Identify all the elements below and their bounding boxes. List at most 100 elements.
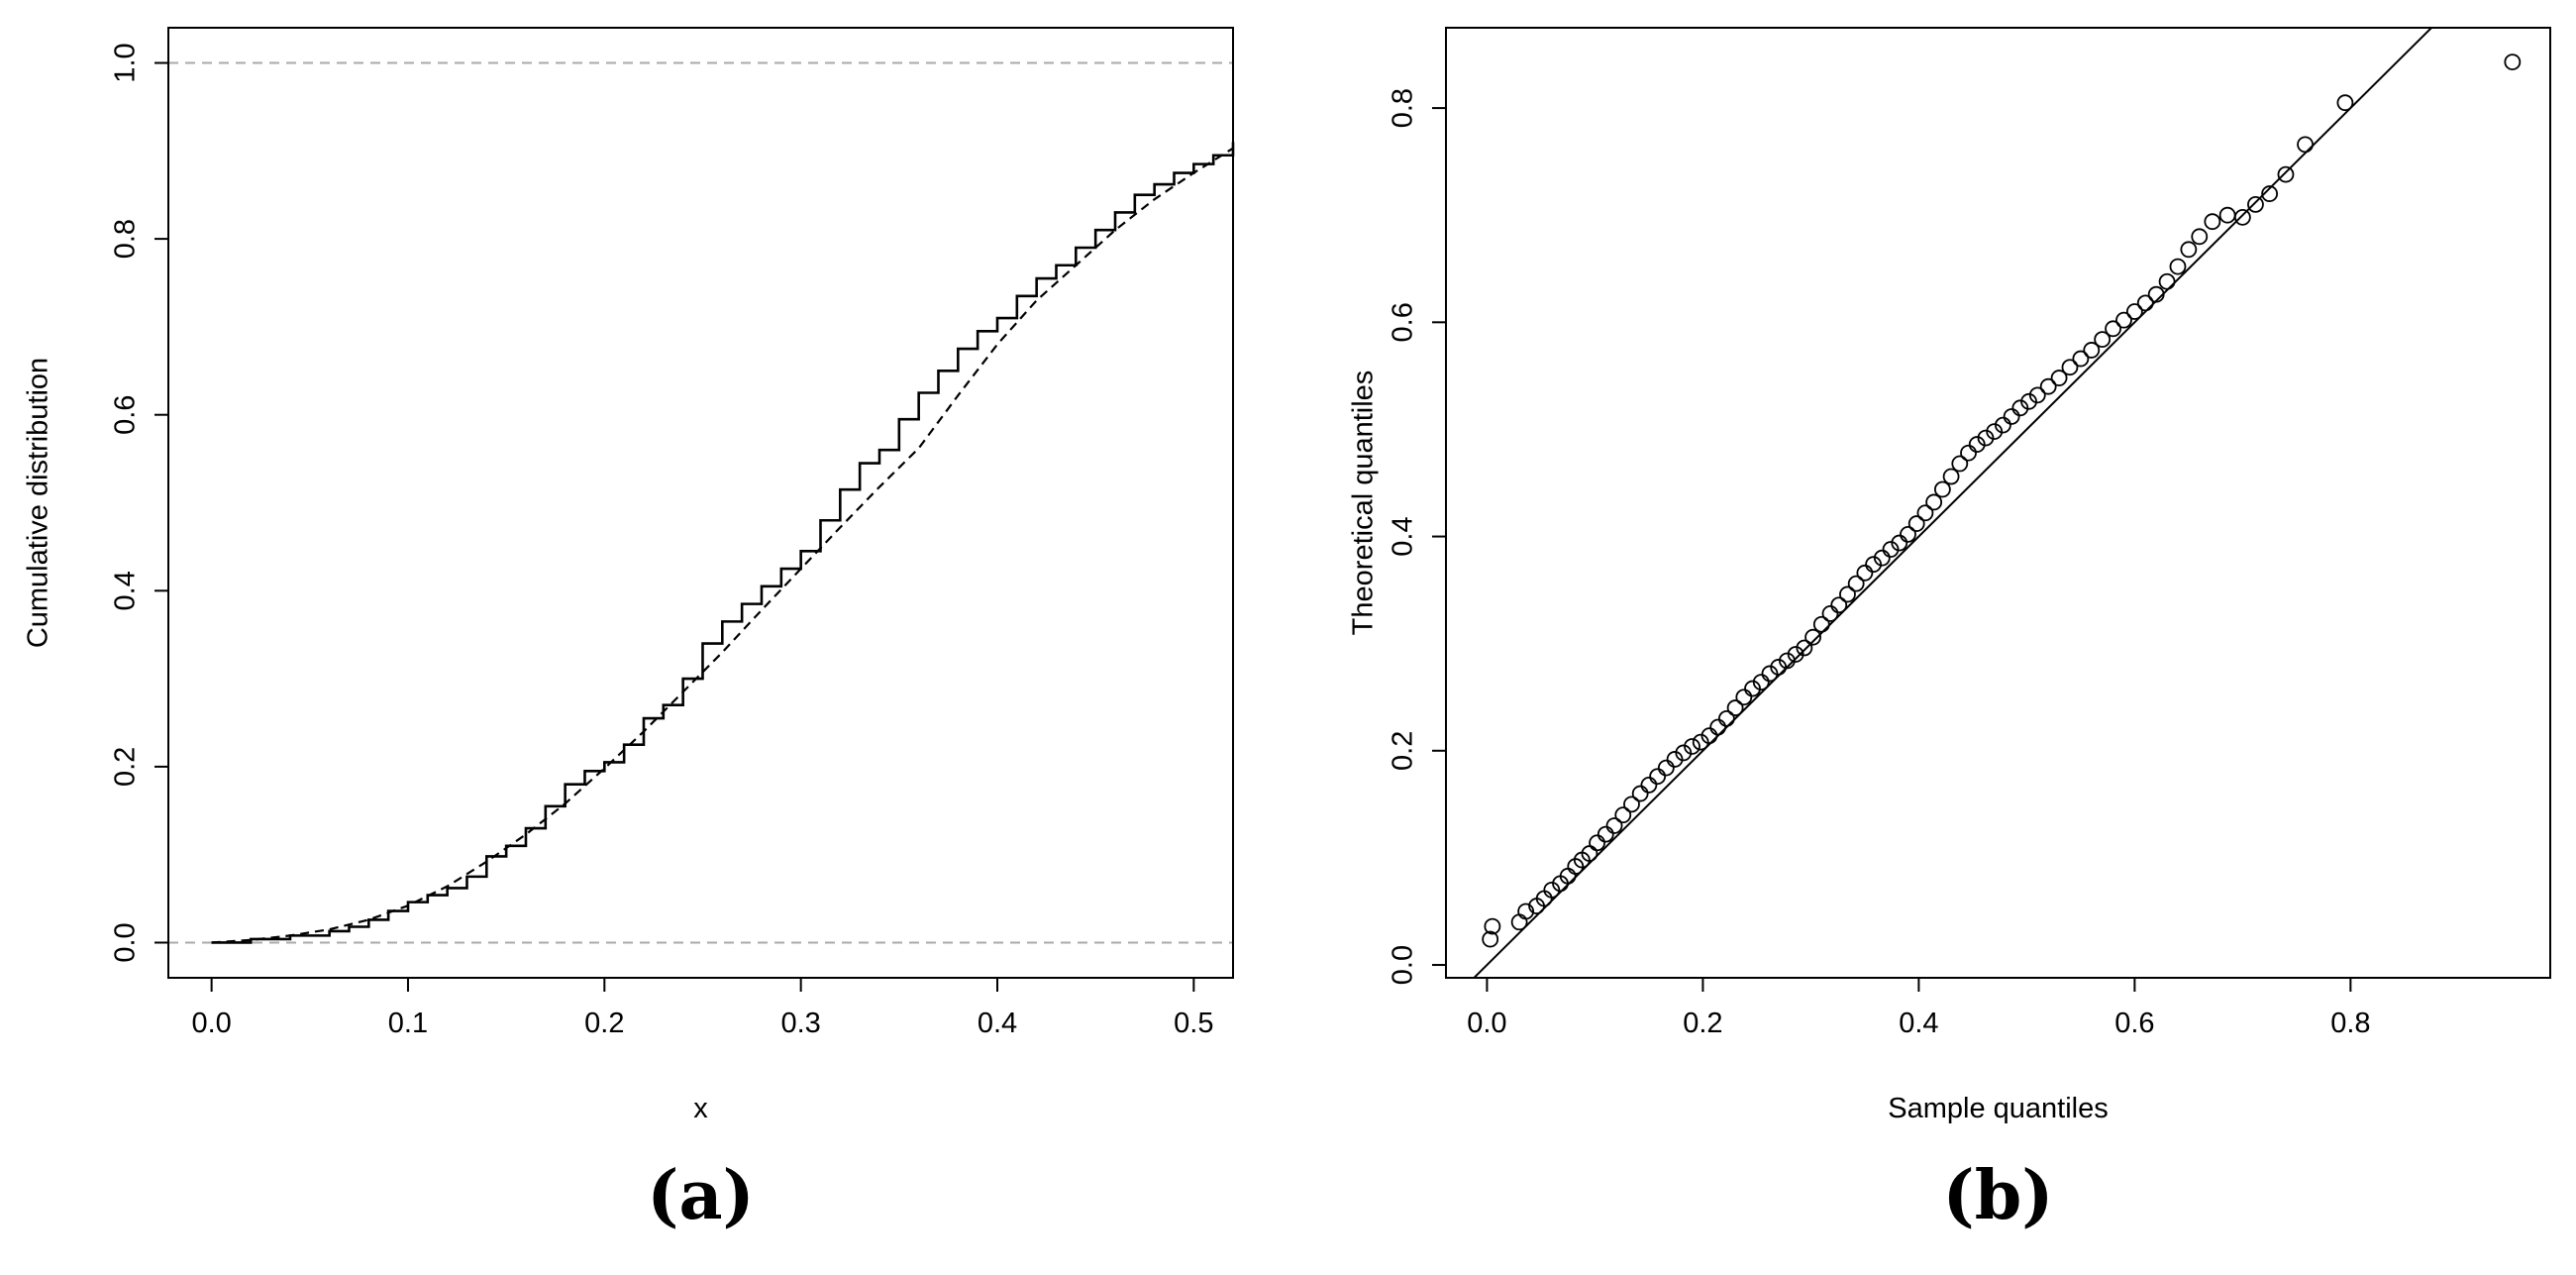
panel-a-empirical-cdf-line	[211, 142, 1235, 944]
panel-b-point	[1675, 744, 1693, 762]
panel-b-point	[1804, 628, 1821, 646]
panel-b-point	[2028, 386, 2046, 404]
panel-b-point	[1614, 806, 1632, 824]
panel-b-point	[1847, 575, 1865, 592]
panel-b-point	[2050, 370, 2068, 386]
panel-b-point	[1666, 751, 1684, 768]
panel-b-point	[1510, 913, 1528, 931]
panel-b-point	[1977, 429, 1995, 447]
panel-b-point	[1900, 525, 1916, 543]
panel-b-point	[2083, 342, 2101, 359]
panel-b-point	[1761, 665, 1779, 683]
panel-b-point	[1597, 825, 1614, 843]
panel-b-point	[1925, 493, 1943, 511]
panel-b-point	[1482, 930, 1499, 948]
panel-b-point	[1865, 556, 1883, 574]
panel-b-point	[2233, 208, 2251, 226]
panel-b-reference-line	[1472, 28, 2433, 978]
panel-b-point	[1839, 585, 1856, 603]
panel-b-caption-label: (b)	[1943, 1156, 2054, 1235]
panel-b-point	[1830, 596, 1848, 614]
panel-b-point	[2072, 350, 2090, 368]
panel-a-y-axis-label: Cumulative distribution	[23, 358, 54, 648]
panel-a-caption-label: (a)	[647, 1156, 754, 1235]
panel-a-plot-frame	[167, 27, 1234, 979]
panel-b-point	[1891, 534, 1908, 552]
b-x-tick-label: 0.0	[1467, 1008, 1506, 1039]
b-x-tick-label: 0.8	[2330, 1008, 2370, 1039]
panel-a-reference-lines	[168, 61, 1233, 944]
a-y-tick-label: 0.4	[110, 571, 142, 610]
a-x-tick-label: 0.4	[978, 1008, 1017, 1039]
panel-b-point	[2277, 165, 2295, 183]
a-x-tick-label: 0.5	[1174, 1008, 1213, 1039]
panel-b-point	[1933, 480, 1951, 498]
a-y-tick-label: 0.2	[110, 747, 142, 787]
panel-b-point	[1882, 541, 1900, 558]
panel-b-point	[2247, 195, 2264, 213]
panel-a-y-axis: 0.0 0.2 0.4 0.6 0.8 1.0	[110, 43, 169, 963]
panel-b-point	[1812, 615, 1830, 633]
panel-b-point	[1951, 455, 1969, 473]
panel-b-point	[1770, 659, 1788, 676]
panel-b-point	[1709, 718, 1727, 736]
panel-b-point	[1726, 699, 1744, 716]
panel-b-point	[2504, 53, 2522, 70]
panel-b-point	[1968, 436, 1986, 453]
panel-a-fitted-cdf-line	[211, 147, 1234, 944]
b-y-tick-label: 0.2	[1388, 731, 1419, 771]
a-x-tick-label: 0.3	[780, 1008, 820, 1039]
panel-b-point	[1589, 834, 1605, 852]
panel-b-point	[1873, 549, 1891, 567]
panel-b-point	[2011, 399, 2029, 417]
panel-b-point	[2261, 185, 2279, 202]
panel-b-plot-frame	[1445, 27, 2551, 979]
panel-b-point	[2336, 94, 2354, 112]
panel-b-point	[1543, 881, 1561, 899]
a-x-tick-label: 0.2	[584, 1008, 624, 1039]
panel-b-point	[2147, 285, 2165, 303]
panel-b-points	[1482, 53, 2522, 948]
a-y-tick-label: 0.6	[110, 395, 142, 435]
panel-b-point	[1796, 639, 1813, 657]
panel-b-point	[1752, 674, 1770, 691]
b-x-tick-label: 0.6	[2114, 1008, 2154, 1039]
panel-a: 0.0 0.1 0.2 0.3 0.4 0.5 0.00.20.40.60.81.0 x …	[23, 27, 1235, 1235]
panel-b-point	[2136, 294, 2154, 312]
b-y-tick-label: 0.6	[1388, 302, 1419, 342]
a-y-tick-label: 0.8	[110, 219, 142, 259]
panel-b-point	[2191, 228, 2209, 246]
panel-b-point	[2020, 392, 2037, 410]
panel-b-x-axis: 0.0 0.2 0.4 0.6 0.8	[1467, 977, 2371, 1039]
panel-b-point	[1484, 917, 1501, 935]
panel-b-point	[1700, 727, 1718, 745]
b-y-tick-label: 0.4	[1388, 516, 1419, 556]
panel-a-series	[211, 142, 1235, 944]
panel-b-point	[1787, 646, 1804, 663]
panel-b-point	[1744, 680, 1761, 697]
panel-b-point	[1684, 738, 1700, 755]
panel-b-x-axis-label: Sample quantiles	[1888, 1093, 2108, 1124]
b-y-tick-label: 0.0	[1388, 945, 1419, 985]
a-x-tick-label: 0.0	[191, 1008, 231, 1039]
panel-b-point	[2297, 136, 2314, 154]
panel-b-point	[1735, 689, 1753, 706]
panel-b-point	[2003, 408, 2020, 425]
panel-b-point	[1779, 652, 1796, 670]
panel-b: 0.0 0.2 0.4 0.6 0.8 0.0 0.2 0.4 0.6 0.8 Sample q…	[1348, 27, 2551, 1235]
panel-b-point	[2204, 213, 2221, 231]
a-y-tick-label: 0.0	[110, 922, 142, 962]
a-y-tick-label: 1.0	[110, 43, 142, 82]
b-x-tick-label: 0.4	[1899, 1008, 1938, 1039]
panel-b-point	[2105, 320, 2121, 338]
panel-b-point	[1995, 416, 2011, 434]
panel-b-point	[1942, 468, 1960, 485]
panel-b-point	[1907, 515, 1925, 532]
panel-b-point	[1916, 504, 1934, 522]
b-y-tick-label: 0.8	[1388, 88, 1419, 128]
a-x-tick-label: 0.1	[388, 1008, 428, 1039]
panel-b-point	[2094, 331, 2112, 349]
panel-b-point	[1856, 564, 1874, 582]
panel-b-point	[1692, 733, 1709, 751]
